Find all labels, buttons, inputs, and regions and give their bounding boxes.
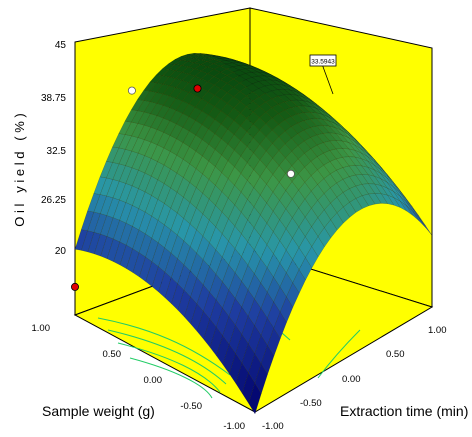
z-axis: 45 38.75 32.5 26.25 20 O i l y i e l d (… xyxy=(12,40,66,257)
x-tick-label: 0.00 xyxy=(342,374,361,385)
contour-line xyxy=(129,357,213,399)
y-tick-label: -1.00 xyxy=(223,421,245,432)
x-axis-label: Extraction time (min) xyxy=(340,403,468,419)
z-tick-label: 20 xyxy=(55,246,67,257)
annotation-leader xyxy=(321,63,334,95)
y-tick-label: 0.50 xyxy=(103,349,122,360)
y-tick-label: 0.00 xyxy=(144,375,163,386)
x-tick-label: -1.00 xyxy=(262,421,284,432)
response-surface xyxy=(74,53,433,415)
z-tick-label: 38.75 xyxy=(41,93,66,104)
design-point xyxy=(193,84,202,93)
annotation: 33.5943 xyxy=(309,54,337,95)
annotation-text: 33.5943 xyxy=(311,59,335,66)
z-tick-label: 45 xyxy=(55,40,67,51)
x-tick-label: 0.50 xyxy=(386,349,405,360)
contour-line xyxy=(97,317,231,376)
y-axis: 1.00 0.50 0.00 -0.50 -1.00 Sample weight… xyxy=(32,323,246,432)
design-point xyxy=(127,86,136,95)
x-tick-label: -0.50 xyxy=(300,398,322,409)
x-tick-label: 1.00 xyxy=(428,325,447,336)
contour-line xyxy=(117,342,221,393)
z-axis-label: O i l y i e l d ( % ) xyxy=(12,113,27,226)
y-axis-label: Sample weight (g) xyxy=(42,403,155,419)
x-axis: -1.00 -0.50 0.00 0.50 1.00 Extraction ti… xyxy=(262,325,468,432)
z-tick-label: 32.5 xyxy=(47,146,67,157)
contour-line xyxy=(107,329,227,385)
surface-cell xyxy=(419,217,433,236)
design-point xyxy=(286,169,295,178)
design-points xyxy=(71,84,295,291)
z-tick-label: 26.25 xyxy=(41,195,66,206)
annotation-box xyxy=(309,54,337,67)
design-point xyxy=(71,282,80,291)
y-tick-label: -0.50 xyxy=(180,401,202,412)
contour-line xyxy=(317,329,361,379)
y-tick-label: 1.00 xyxy=(32,323,51,334)
